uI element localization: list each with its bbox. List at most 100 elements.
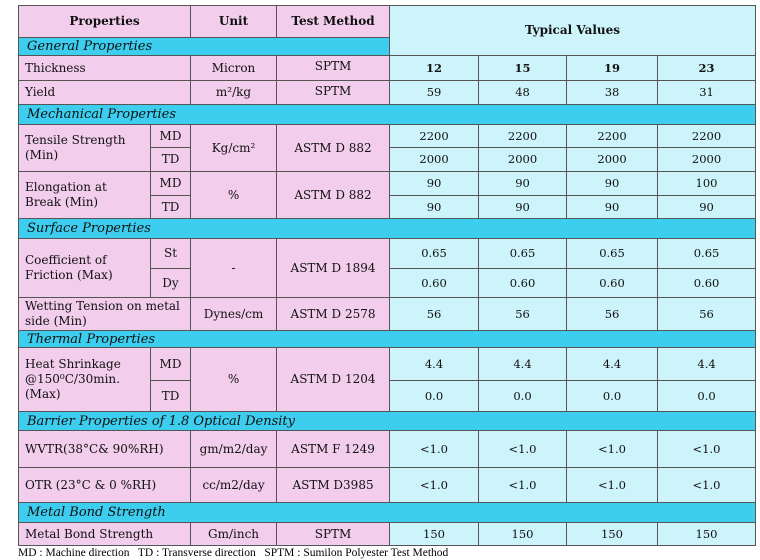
typical-value: 0.65	[478, 238, 568, 269]
test-method: ASTM F 1249	[276, 430, 391, 468]
typical-value: 4.4	[657, 347, 757, 381]
table-row: Barrier Properties of 1.8 Optical Densit…	[17, 411, 757, 431]
section-title: Metal Bond Strength	[17, 502, 757, 523]
typical-value: <1.0	[566, 467, 659, 503]
section-title: General Properties	[17, 37, 391, 56]
unit: gm/m2/day	[190, 430, 278, 468]
table-row: Mechanical Properties	[17, 104, 757, 125]
typical-value: 56	[657, 297, 757, 331]
typical-value: 2200	[478, 124, 568, 148]
typical-value: 100	[657, 171, 757, 196]
test-method: ASTM D 1204	[276, 347, 391, 412]
typical-value: 0.60	[478, 268, 568, 298]
direction: MD	[149, 347, 192, 381]
typical-value: 2000	[478, 147, 568, 172]
table-row: Heat Shrinkage @150⁰C/30min. (Max) MD% AST…	[18, 347, 757, 412]
typical-value: 2000	[566, 147, 659, 172]
properties-table: Properties Unit Test Method Typical Values G…	[17, 5, 757, 546]
footnote: MD : Machine direction TD : Transverse d…	[18, 547, 449, 559]
unit: cc/m2/day	[190, 467, 278, 503]
typical-value: 48	[478, 80, 568, 105]
typical-value: 150	[389, 522, 480, 546]
header-cell: Typical Values	[389, 5, 757, 56]
table-row: Metal Bond Strength Gm/inch SPTM 150 150 150 1…	[17, 522, 757, 546]
unit: %	[190, 171, 278, 219]
property-name: Metal Bond Strength	[17, 522, 192, 546]
typical-value: 23	[657, 55, 757, 81]
property-name: Yield	[17, 80, 192, 105]
table-row: TD 90 90 90 90	[19, 195, 757, 219]
table-row: Coefficient of Friction (Max) St - ASTM D 1…	[18, 238, 757, 298]
typical-value: 0.60	[389, 268, 480, 298]
typical-value: 12	[389, 55, 480, 81]
table-row: Metal Bond Strength	[17, 502, 757, 523]
unit: %	[190, 347, 278, 412]
typical-value: 0.0	[389, 380, 480, 412]
test-method: SPTM	[276, 55, 391, 81]
typical-value: 31	[657, 80, 757, 105]
typical-value: <1.0	[657, 467, 757, 503]
unit: Dynes/cm	[190, 297, 278, 331]
typical-value: 2200	[657, 124, 757, 148]
typical-value: <1.0	[478, 430, 568, 468]
section-title: Surface Properties	[17, 218, 757, 239]
typical-value: 56	[478, 297, 568, 331]
table-row: General Properties	[17, 37, 756, 56]
table-row: Wetting Tension on metal side (Min) Dynes…	[17, 297, 757, 331]
typical-value: 2000	[389, 147, 480, 172]
typical-value: 2000	[657, 147, 757, 172]
test-method: ASTM D 2578	[276, 297, 391, 331]
direction: TD	[149, 380, 192, 412]
typical-value: 56	[389, 297, 480, 331]
table-row: Thermal Properties	[17, 330, 757, 348]
test-method: ASTM D 1894	[276, 238, 391, 298]
typical-value: 90	[657, 195, 757, 219]
property-name: Thickness	[17, 55, 192, 81]
typical-value: 90	[389, 171, 480, 196]
direction: MD	[149, 171, 192, 196]
typical-value: 0.65	[566, 238, 659, 269]
property-name: Coefficient of Friction (Max)	[18, 238, 151, 298]
table-row: Dy 0.60 0.60 0.60 0.60	[19, 268, 757, 298]
section-title: Barrier Properties of 1.8 Optical Densit…	[17, 411, 757, 431]
typical-value: 56	[566, 297, 659, 331]
test-method: SPTM	[276, 80, 391, 105]
typical-value: <1.0	[389, 430, 480, 468]
property-name: Elongation at Break (Min)	[18, 171, 151, 219]
table-row: Properties Unit Test Method Typical Values	[17, 5, 757, 56]
table-row: TD 2000 2000 2000 2000	[19, 147, 757, 172]
typical-value: 0.60	[566, 268, 659, 298]
unit: Kg/cm²	[190, 124, 278, 172]
typical-value: 150	[657, 522, 757, 546]
typical-value: 0.60	[657, 268, 757, 298]
property-name: Wetting Tension on metal side (Min)	[17, 297, 192, 331]
header-cell: Properties	[17, 5, 192, 38]
table-row: WVTR(38°C& 90%RH) gm/m2/day ASTM F 1249 <1.…	[17, 430, 757, 468]
typical-value: 0.0	[478, 380, 568, 412]
typical-value: 0.65	[657, 238, 757, 269]
typical-value: 2200	[566, 124, 659, 148]
header-cell: Unit	[190, 5, 278, 38]
typical-value: 90	[389, 195, 480, 219]
table-row: Tensile Strength (Min) MD Kg/cm² ASTM D 882…	[18, 124, 757, 172]
table-row: Elongation at Break (Min) MD% ASTM D 882 90…	[18, 171, 757, 219]
table-row: Thickness Micron SPTM 12 15 19 23	[17, 55, 757, 81]
property-name: Tensile Strength (Min)	[18, 124, 151, 172]
typical-value: 0.65	[389, 238, 480, 269]
typical-value: 15	[478, 55, 568, 81]
typical-value: 90	[478, 171, 568, 196]
test-method: ASTM D3985	[276, 467, 391, 503]
property-name: Heat Shrinkage @150⁰C/30min. (Max)	[18, 347, 151, 412]
section-title: Mechanical Properties	[17, 104, 757, 125]
typical-value: 150	[478, 522, 568, 546]
typical-value: 90	[478, 195, 568, 219]
typical-value: 150	[566, 522, 659, 546]
typical-value: 19	[566, 55, 659, 81]
typical-value: <1.0	[657, 430, 757, 468]
section-title: Thermal Properties	[17, 330, 757, 348]
test-method: SPTM	[276, 522, 391, 546]
typical-value: 59	[389, 80, 480, 105]
table-row: TD 0.0 0.0 0.0 0.0	[19, 380, 757, 412]
typical-value: 38	[566, 80, 659, 105]
typical-value: 90	[566, 171, 659, 196]
